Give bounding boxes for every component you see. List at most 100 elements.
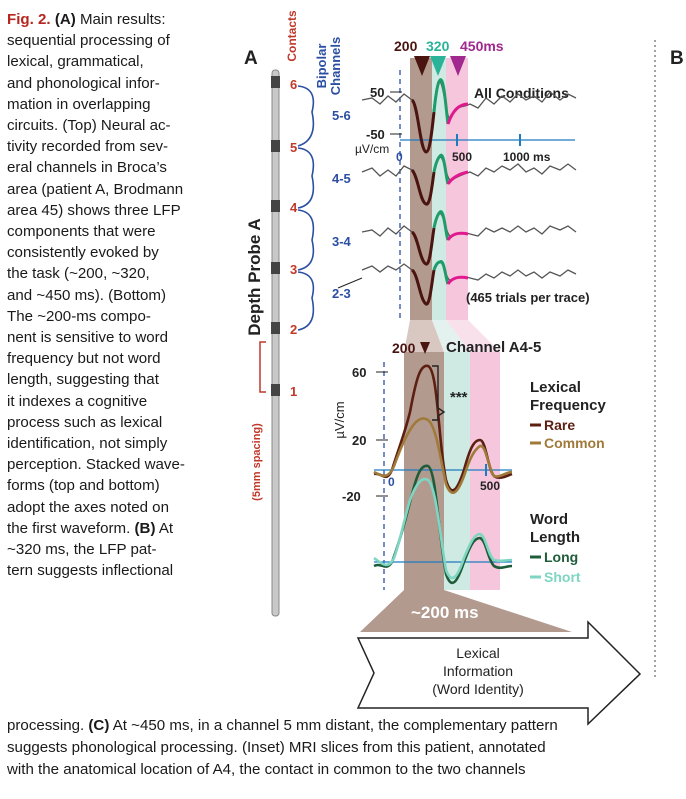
latency-label-200: 200 <box>394 38 418 54</box>
channel-label-4-5: 4-5 <box>332 171 351 186</box>
caption-line-17: frequency but not word <box>7 350 161 368</box>
caption-line-22: perception. Stacked wave- <box>7 456 185 474</box>
trace-pointer-arrow <box>337 277 363 289</box>
contact-5-label: 5 <box>290 140 297 155</box>
caption-line-5: mation in overlapping <box>7 95 151 113</box>
probe-label: Depth Probe A <box>245 218 264 335</box>
box-line-1: Lexical <box>456 645 500 661</box>
trace-4-5-450-segment <box>446 170 469 185</box>
channel-label-2-3: 2-3 <box>332 286 351 301</box>
caption-line-11: components that were <box>7 223 156 241</box>
caption-bottom-line-4: with the anatomical location of A4, the … <box>7 761 526 778</box>
all-conditions-label: All Conditions <box>474 85 569 101</box>
band-320ms-top <box>432 58 446 320</box>
caption-bottom-line-2: At ~450 ms, in a channel 5 mm distant, t… <box>112 717 558 734</box>
caption-line-15: The ~200-ms compo- <box>7 307 151 325</box>
channel-5-6-bracket <box>297 85 315 147</box>
freq-legend-title-2: Frequency <box>530 397 607 414</box>
bipolar-label-1: Bipolar <box>314 44 329 89</box>
marker-320-arrow <box>430 56 446 76</box>
trace-2-3-200-segment <box>410 268 436 306</box>
marker-200-bottom-label: 200 <box>392 340 416 356</box>
top-x-label-500: 500 <box>452 150 472 164</box>
trials-note: (465 trials per trace) <box>466 290 590 305</box>
caption-line-21: identification, not simply <box>7 435 168 453</box>
window-label: ~200 ms <box>411 603 479 622</box>
channel-2-3-bracket <box>297 271 315 331</box>
contact-2-label: 2 <box>290 322 297 337</box>
figure-caption-continued: processing. (C) At ~450 ms, in a channel… <box>7 715 682 781</box>
top-x-label-0: 0 <box>396 150 403 164</box>
spacing-label: (5mm spacing) <box>251 423 263 501</box>
trace-4-5-200-segment <box>410 168 436 206</box>
band-funnel-320 <box>432 320 470 352</box>
bottom-x-label-500: 500 <box>480 479 500 493</box>
panel-letter-a: A <box>244 48 258 69</box>
channel-label-3-4: 3-4 <box>332 234 352 249</box>
significance-bracket <box>432 365 446 421</box>
contact-5-marker <box>271 140 280 152</box>
channel-label-5-6: 5-6 <box>332 108 351 123</box>
marker-200-arrow <box>414 56 430 76</box>
caption-line-19: it indexes a cognitive <box>7 392 148 410</box>
legend-common-label: Common <box>544 435 605 451</box>
band-450ms-top <box>446 58 468 320</box>
lexical-info-arrow-box <box>356 620 642 726</box>
legend-long-label: Long <box>544 549 578 565</box>
top-y-label-neg50: -50 <box>366 127 385 142</box>
caption-line-14: and ~450 ms). (Bottom) <box>7 286 166 304</box>
band-funnel-450 <box>446 320 500 352</box>
contact-1-label: 1 <box>290 384 297 399</box>
legend-short-label: Short <box>544 569 581 585</box>
trace-5-6-200-segment <box>410 98 436 154</box>
caption-line-27: ~320 ms, the LFP pat- <box>7 541 157 559</box>
latency-label-450: 450ms <box>460 38 504 54</box>
caption-line-6: circuits. (Top) Neural ac- <box>7 117 171 135</box>
bipolar-label-2: Channels <box>328 37 343 96</box>
trace-3-4-320-segment <box>432 210 450 241</box>
caption-line-24: adopt the axes noted on <box>7 498 169 516</box>
trace-short <box>373 477 513 580</box>
legend-rare-label: Rare <box>544 417 575 433</box>
caption-line-10: area 45) shows three LFP <box>7 201 181 219</box>
trace-5-6-320-segment <box>432 78 450 125</box>
contact-3-label: 3 <box>290 262 297 277</box>
caption-line-2: sequential processing of <box>7 32 170 50</box>
contact-4-label: 4 <box>290 200 298 215</box>
caption-line-4: and phonological infor- <box>7 74 160 92</box>
caption-bottom-line-3: suggests phonological processing. (Inset… <box>7 739 546 756</box>
panel-letter-b: B <box>670 48 684 69</box>
contact-6-label: 6 <box>290 77 297 92</box>
box-line-3: (Word Identity) <box>432 681 524 697</box>
figure-caption: Fig. 2. (A) Main results: sequential pro… <box>7 9 220 581</box>
caption-line-9: area (patient A, Brodmann <box>7 180 184 198</box>
band-funnel-200 <box>404 320 444 352</box>
top-y-label-50: 50 <box>370 85 384 100</box>
trace-4-5-320-segment <box>432 153 450 185</box>
box-line-2: Information <box>443 663 513 679</box>
trace-3-4-450-segment <box>446 231 469 241</box>
caption-line-7: tivity recorded from sev- <box>7 138 169 156</box>
caption-line-18: length, suggesting that <box>7 371 159 389</box>
contact-4-marker <box>271 200 280 212</box>
caption-line-8: eral channels in Broca’s <box>7 159 167 177</box>
trace-2-3-320-segment <box>432 260 450 285</box>
bottom-y-label-60: 60 <box>352 365 366 380</box>
caption-line-3: lexical, grammatical, <box>7 53 144 71</box>
trace-common <box>373 417 513 495</box>
panel-a-ref: (A) <box>54 11 76 28</box>
bottom-y-label-neg20: -20 <box>342 489 361 504</box>
significance-marker: *** <box>450 389 468 406</box>
contact-1-marker <box>271 384 280 396</box>
trace-3-4 <box>361 212 577 265</box>
trace-5-6-450-segment <box>446 102 469 125</box>
caption-line-23: forms (top and bottom) <box>7 477 160 495</box>
bottom-y-label-20: 20 <box>352 433 366 448</box>
band-200ms-top <box>410 58 432 320</box>
caption-line-20: process such as lexical <box>7 413 163 431</box>
top-y-unit: µV/cm <box>355 142 389 156</box>
spacing-bracket <box>259 341 266 393</box>
channel-3-4-bracket <box>297 209 315 271</box>
caption-bottom-line-1: processing. <box>7 717 85 734</box>
